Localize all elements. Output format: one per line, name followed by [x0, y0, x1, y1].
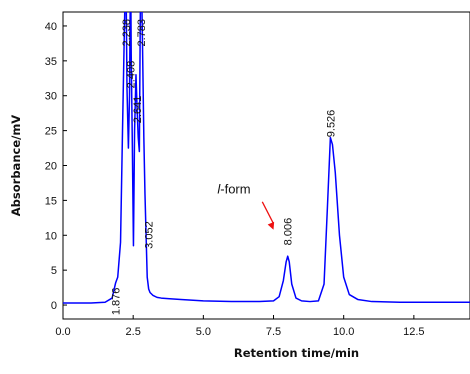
- x-tick-label: 5.0: [196, 326, 211, 338]
- axes: 0 5 10 15 20 25 30 35 40 0.0 2.5 5.0 7.5 10.0 12.5: [45, 11, 470, 338]
- peak-labels: 1.876 2.238 2.408 2.641 2.783 3.052 8.006 9.526: [111, 19, 338, 315]
- x-tick-label: 12.5: [403, 326, 424, 338]
- y-tick-label: 40: [45, 21, 57, 33]
- y-tick-label: 25: [45, 126, 57, 138]
- peak-label: 1.876: [111, 288, 123, 316]
- y-tick-label: 35: [45, 56, 57, 68]
- y-tick-label: 20: [45, 161, 57, 173]
- peak-label: 8.006: [283, 218, 295, 246]
- y-axis-label: Absorbance/mV: [9, 115, 23, 217]
- annotation-label: l-form: [217, 181, 250, 196]
- y-tick-label: 0: [51, 300, 57, 312]
- x-tick-label: 2.5: [126, 326, 141, 338]
- y-tick-label: 15: [45, 195, 57, 207]
- peak-label: 3.052: [144, 221, 156, 249]
- annotation-arrow-shaft: [261, 201, 275, 224]
- x-tick-label: 10.0: [333, 326, 354, 338]
- annotation-arrow-head: [267, 221, 275, 230]
- peak-label: 2.238: [121, 19, 133, 47]
- annotation: l-form: [217, 181, 275, 230]
- peak-label: 2.641: [132, 96, 144, 124]
- y-tick-label: 5: [51, 265, 57, 277]
- peak-label: 2.408: [126, 61, 138, 89]
- y-tick-label: 10: [45, 230, 57, 242]
- series-line: [63, 12, 470, 304]
- peak-label: 9.526: [325, 110, 337, 138]
- x-tick-label: 7.5: [266, 326, 281, 338]
- x-tick-label: 0.0: [55, 326, 70, 338]
- y-tick-label: 30: [45, 91, 57, 103]
- peak-label: 2.783: [136, 19, 148, 47]
- x-axis-label: Retention time/min: [234, 346, 359, 360]
- series-layer: [63, 12, 470, 304]
